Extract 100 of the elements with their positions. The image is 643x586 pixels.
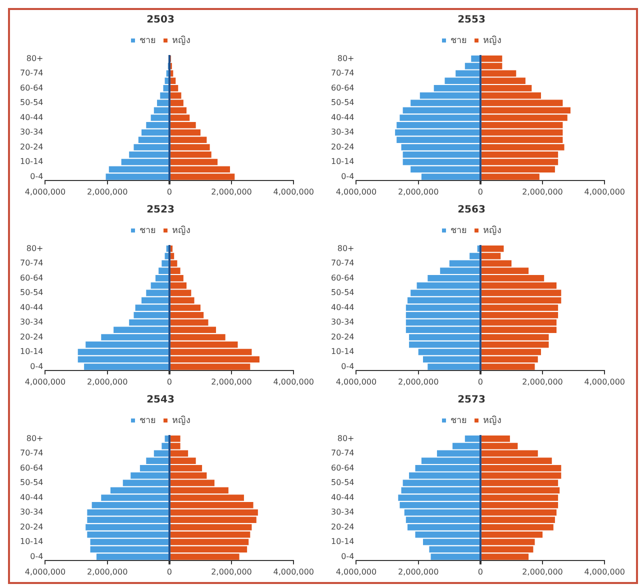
y-tick-label: 40-44 [330,492,354,502]
x-tick-label: 0 [166,567,172,576]
x-tick-label: 2,000,000 [86,567,128,576]
x-tick-label: 4,000,000 [336,567,377,576]
x-tick-label: 2,000,000 [398,377,439,386]
y-tick-label: 20-24 [330,332,354,342]
y-tick-label: 40-44 [20,492,44,502]
y-tick-label: 30-34 [20,508,44,517]
legend-label: หญิง [172,224,190,236]
x-tick-label: 2,000,000 [211,377,252,386]
x-tick-label: 4,000,000 [273,567,314,576]
chart-title: 2503 [146,14,174,26]
y-tick-label: 80+ [337,54,354,63]
x-tick-label: 2,000,000 [86,187,128,196]
x-tick-label: 0 [166,187,172,196]
y-tick-label: 80+ [26,244,44,253]
y-tick-label: 60-64 [330,463,354,472]
x-tick-label: 2,000,000 [522,567,563,576]
x-tick-label: 2,000,000 [398,187,439,196]
chart-title: 2573 [458,394,486,406]
x-tick-label: 4,000,000 [336,187,377,196]
x-tick-label: 4,000,000 [273,187,314,196]
y-tick-label: 60-64 [20,463,44,472]
y-tick-label: 50-54 [20,98,44,108]
x-tick-label: 4,000,000 [273,377,314,386]
x-tick-label: 2,000,000 [522,187,563,196]
y-tick-label: 0-4 [30,172,44,181]
legend-label: หญิง [483,34,501,46]
x-tick-label: 4,000,000 [24,567,66,576]
y-tick-label: 40-44 [330,112,354,122]
x-tick-label: 4,000,000 [584,567,625,576]
y-tick-label: 10-14 [330,157,354,166]
legend-label: ชาย [140,36,156,46]
y-tick-label: 60-64 [330,83,354,92]
y-tick-label: 50-54 [20,288,44,298]
y-tick-label: 20-24 [330,522,354,532]
y-tick-label: 10-14 [20,347,44,356]
y-tick-label: 70-74 [330,448,354,458]
x-tick-label: 2,000,000 [86,377,128,386]
legend-label: ชาย [140,416,156,426]
y-tick-label: 40-44 [330,302,354,312]
y-tick-label: 30-34 [330,508,354,517]
x-tick-label: 4,000,000 [24,187,66,196]
chart-title: 2523 [146,204,174,216]
y-tick-label: 0-4 [341,552,354,561]
chart-title: 2543 [146,394,174,406]
y-tick-label: 10-14 [330,537,354,546]
x-tick-label: 0 [478,187,483,196]
y-tick-label: 0-4 [30,362,44,371]
y-tick-label: 30-34 [20,128,44,137]
y-tick-label: 20-24 [20,522,44,532]
y-tick-label: 50-54 [330,98,354,108]
x-tick-label: 0 [478,567,483,576]
x-tick-label: 0 [166,377,172,386]
y-tick-label: 0-4 [30,552,44,561]
y-tick-label: 20-24 [20,142,44,152]
y-tick-label: 10-14 [330,347,354,356]
legend-label: ชาย [450,226,466,236]
x-tick-label: 2,000,000 [211,567,252,576]
y-tick-label: 80+ [337,244,354,253]
legend-label: หญิง [172,414,190,426]
y-tick-label: 50-54 [330,288,354,298]
legend-label: ชาย [450,36,466,46]
x-tick-label: 2,000,000 [211,187,252,196]
y-tick-label: 70-74 [330,68,354,78]
y-tick-label: 40-44 [20,112,44,122]
y-tick-label: 50-54 [20,478,44,488]
y-tick-label: 30-34 [20,318,44,327]
x-tick-label: 4,000,000 [584,187,625,196]
y-tick-label: 60-64 [330,273,354,282]
y-tick-label: 80+ [26,434,44,443]
y-tick-label: 0-4 [341,172,354,181]
y-tick-label: 60-64 [20,273,44,282]
x-tick-label: 0 [478,377,483,386]
y-tick-label: 0-4 [341,362,354,371]
y-tick-label: 30-34 [330,128,354,137]
legend-label: หญิง [483,414,501,426]
y-tick-label: 70-74 [20,68,44,78]
x-tick-label: 2,000,000 [522,377,563,386]
y-tick-label: 70-74 [20,448,44,458]
legend-label: ชาย [450,416,466,426]
x-tick-label: 2,000,000 [398,567,439,576]
y-tick-label: 10-14 [20,157,44,166]
legend-label: หญิง [483,224,501,236]
y-tick-label: 60-64 [20,83,44,92]
y-tick-label: 50-54 [330,478,354,488]
x-tick-label: 4,000,000 [24,377,66,386]
legend-label: หญิง [172,34,190,46]
y-tick-label: 40-44 [20,302,44,312]
y-tick-label: 70-74 [20,258,44,268]
x-tick-label: 4,000,000 [336,377,377,386]
y-tick-label: 10-14 [20,537,44,546]
y-tick-label: 20-24 [20,332,44,342]
y-tick-label: 30-34 [330,318,354,327]
x-tick-label: 4,000,000 [584,377,625,386]
y-tick-label: 80+ [337,434,354,443]
y-tick-label: 80+ [26,54,44,63]
chart-title: 2553 [458,14,486,26]
y-tick-label: 70-74 [330,258,354,268]
legend-label: ชาย [140,226,156,236]
